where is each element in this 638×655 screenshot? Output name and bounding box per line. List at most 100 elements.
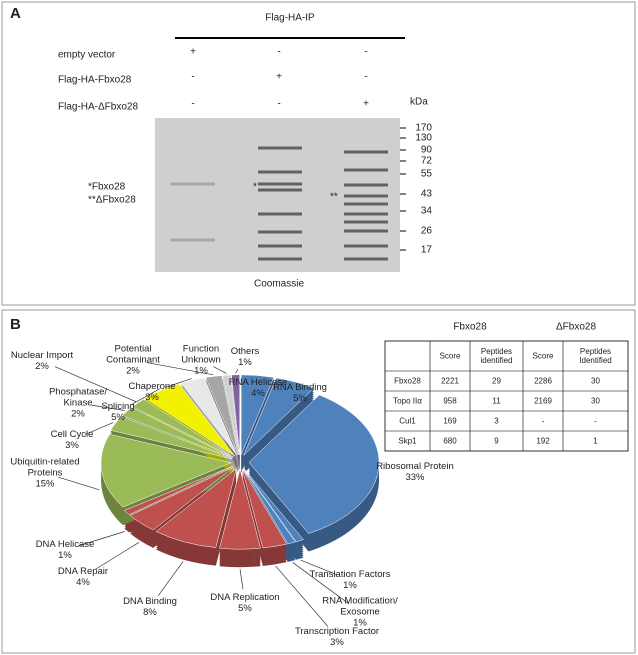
table-cell: 680 [443,436,457,446]
group-header: Fbxo28 [453,321,487,333]
table-cell: - [541,416,545,426]
gel-band [344,220,388,224]
slice-percent: 2% [126,365,140,377]
lane-sign: - [364,47,367,58]
slice-percent: 5% [111,412,125,423]
marker-label: 26 [421,226,433,237]
slice-percent: 2% [35,361,49,372]
slice-label: Ubiquitin-related Proteins 15% [10,457,79,490]
slice-name: Phosphatase/ Kinase [48,386,108,409]
table-cell: 30 [591,396,600,406]
gel-band [344,168,388,172]
gel-band [258,182,302,186]
slice-percent: 4% [76,577,90,588]
kda-label: kDa [410,97,428,108]
slice-name: DNA Repair [57,566,109,577]
slice-name: DNA Replication [210,592,280,603]
table-cell: 2169 [534,396,552,406]
leader-line [165,378,192,388]
slice-percent: 1% [194,365,208,377]
slice-percent: 33% [405,472,425,483]
gel-band [258,257,302,261]
slice-name: RNA Modification/ Exosome [322,595,398,618]
slice-label: RNA Modification/ Exosome 1% [322,596,398,629]
slice [144,383,236,457]
marker-label: 90 [421,145,433,156]
table-cell: 30 [591,376,600,386]
slice-percent: 1% [58,550,72,561]
slice [110,416,233,460]
lane-sign: - [191,72,194,83]
slice-label: Ribosomal Protein 33% [376,461,454,483]
slice-name: DNA Binding [123,596,177,607]
slice-name: Chaperone [128,381,176,392]
lane-mark: ** [330,192,338,203]
gel-band [258,170,302,174]
band-label: **ΔFbxo28 [88,195,136,206]
slice-label: Function Unknown 1% [181,344,221,377]
slice [243,468,296,545]
slice [231,374,240,455]
slice-name: RNA Binding [273,382,327,393]
leader-line [84,422,114,435]
leader-line [300,559,338,576]
gel-band [344,229,388,233]
lane-sign: - [277,47,280,58]
slice-percent: 15% [35,478,55,490]
slice-percent: 8% [143,607,157,618]
table-cell: Cul1 [399,416,416,426]
slice-label: RNA Helicase 4% [229,377,288,399]
row-label: Flag-HA-Fbxo28 [58,75,132,86]
slice-percent: 2% [71,408,85,420]
slice-label: Cell Cycle 3% [51,429,94,451]
leader-line [235,368,239,374]
lane-sign: + [190,47,196,58]
gel-band [258,188,302,192]
table-cell: 29 [492,376,501,386]
slice-percent: 3% [65,440,79,451]
slice-label: Others 1% [231,346,260,368]
slice-label: Potential Contaminant 2% [106,344,160,377]
slice [100,433,232,508]
gel-band [344,183,388,187]
group-header: ΔFbxo28 [555,321,597,333]
lane-sign: - [364,72,367,83]
slice-percent: 3% [145,392,159,403]
slice [129,466,234,531]
slice-percent: 1% [353,617,367,629]
gel-band [258,230,302,234]
marker-label: 130 [415,133,432,144]
column-header: Peptides identified [480,347,513,365]
leader-line [54,366,137,403]
table-frame [384,340,629,452]
gel-band [344,257,388,261]
lane-sign: + [363,99,369,110]
gel-band [344,202,388,206]
leader-line [58,476,100,491]
gel-band [258,244,302,248]
panel-b-frame [1,309,636,654]
marker-label: 17 [421,245,433,256]
slice-name: Others [230,346,260,357]
table-cell: 9 [494,436,499,446]
slice-percent: 5% [293,393,307,404]
leader-line [94,541,140,570]
slice-label: Phosphatase/ Kinase 2% [49,387,107,420]
lane-sign: - [277,99,280,110]
leader-line [146,362,214,376]
slice-name: Nuclear Import [10,350,74,361]
slice-percent: 5% [238,603,252,614]
gel-band [258,212,302,216]
slice-label: Nuclear Import 2% [11,350,73,372]
gel-band [344,212,388,216]
panel-label: B [10,316,21,333]
slice-name: DNA Helicase [35,539,95,550]
table-cell: 11 [492,396,501,406]
column-header: Peptides Identified [579,347,612,365]
leader-line [130,388,160,406]
slice-label: Splicing 5% [101,401,134,423]
slice-percent: 1% [238,357,252,368]
stain-label: Coomassie [254,279,304,290]
slice-name: Transcription Factor [294,626,380,637]
